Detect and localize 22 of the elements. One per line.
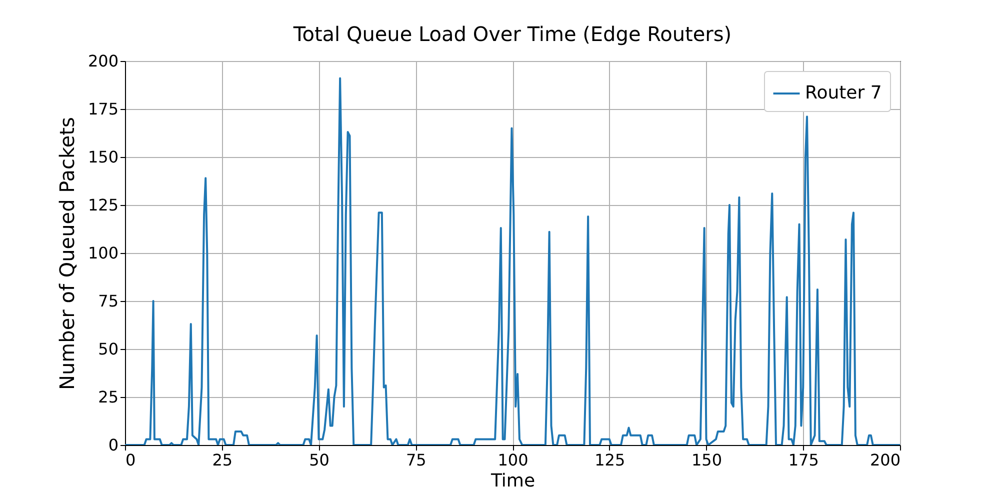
x-tick-label: 175 xyxy=(788,450,819,470)
chart-title: Total Queue Load Over Time (Edge Routers) xyxy=(292,22,732,46)
y-tick-label: 0 xyxy=(108,436,118,454)
y-tick-label: 175 xyxy=(88,100,118,118)
x-tick-label: 100 xyxy=(498,450,528,470)
y-tick-label: 125 xyxy=(88,196,118,214)
y-tick-label: 100 xyxy=(88,244,118,262)
x-tick-label: 150 xyxy=(691,450,722,470)
x-tick-label: 75 xyxy=(406,450,426,470)
x-tick-label: 200 xyxy=(870,450,900,470)
y-axis-title: Number of Queued Packets xyxy=(54,117,79,390)
y-tick-label: 75 xyxy=(98,292,118,310)
y-tick-label: 50 xyxy=(98,340,118,358)
x-tick-label: 25 xyxy=(212,450,233,470)
y-tick-label: 25 xyxy=(98,388,118,406)
x-tick-label: 125 xyxy=(594,450,626,470)
x-tick-label: 0 xyxy=(126,450,136,470)
y-tick-label: 200 xyxy=(88,52,118,70)
legend-label: Router 7 xyxy=(805,82,882,104)
x-tick-label: 50 xyxy=(309,450,330,470)
x-axis-title: Time xyxy=(490,470,536,492)
y-tick-label: 150 xyxy=(88,148,118,166)
